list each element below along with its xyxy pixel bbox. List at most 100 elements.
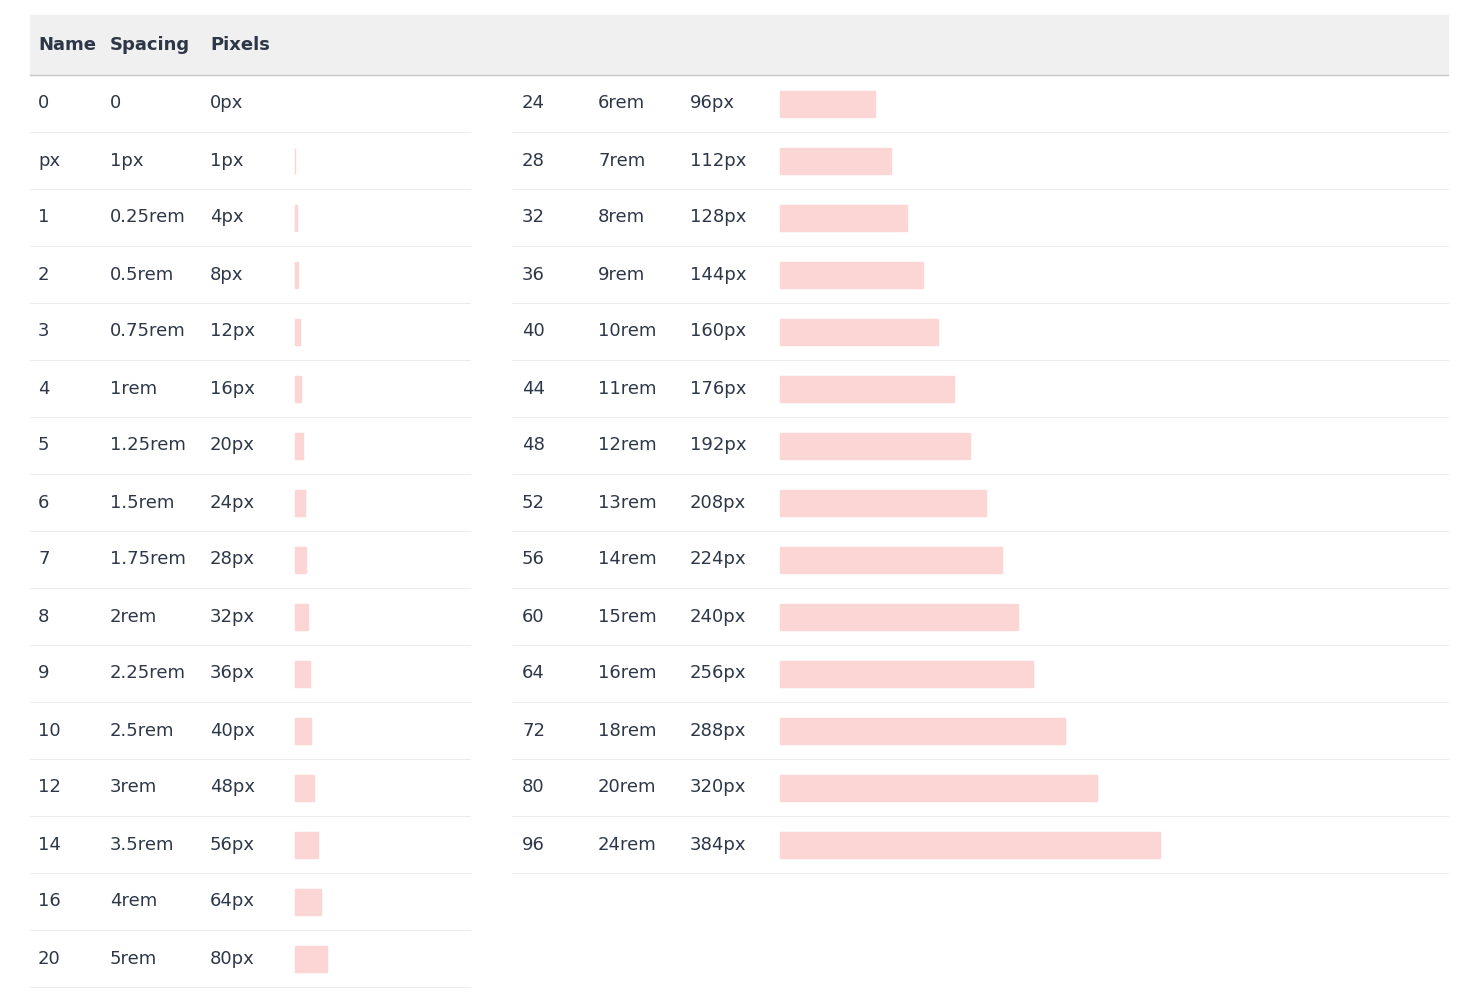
Text: 160px: 160px [690,322,746,340]
Text: 18rem: 18rem [599,722,656,740]
Text: 176px: 176px [690,379,746,397]
Bar [296,205,297,231]
Text: 1px: 1px [109,151,143,169]
Bar [296,318,300,344]
Text: 5rem: 5rem [109,950,157,968]
Text: 80px: 80px [210,950,254,968]
Text: 24px: 24px [210,493,256,512]
Text: 0.25rem: 0.25rem [109,209,186,227]
Bar [296,946,327,972]
Text: 9: 9 [38,664,49,682]
Bar [780,375,955,401]
Bar [296,489,304,516]
Text: 8px: 8px [210,265,244,284]
Bar [296,261,299,288]
Text: 2: 2 [38,265,49,284]
Text: 13rem: 13rem [599,493,656,512]
Text: 12px: 12px [210,322,256,340]
Text: 28: 28 [522,151,545,169]
Bar [780,489,986,516]
Text: 144px: 144px [690,265,746,284]
Bar [780,261,922,288]
Bar [780,660,1033,686]
Text: 44: 44 [522,379,545,397]
Text: 5: 5 [38,436,49,454]
Bar [296,774,315,800]
Bar [296,603,307,630]
Text: 384px: 384px [690,836,746,854]
Text: 16rem: 16rem [599,664,656,682]
Text: 80: 80 [522,778,544,796]
Bar [780,147,891,174]
Text: 6: 6 [38,493,49,512]
Bar [780,318,939,344]
Text: 2.5rem: 2.5rem [109,722,174,740]
Text: 0.5rem: 0.5rem [109,265,174,284]
Text: 224px: 224px [690,550,746,568]
Text: px: px [38,151,61,169]
Text: 24: 24 [522,95,545,112]
Text: 1rem: 1rem [109,379,157,397]
Text: 60: 60 [522,607,544,626]
Text: 0px: 0px [210,95,244,112]
Bar [780,546,1002,572]
Bar [296,375,302,401]
Bar [296,432,303,458]
Text: 64px: 64px [210,892,256,910]
Text: 3rem: 3rem [109,778,157,796]
Text: 40: 40 [522,322,545,340]
Text: 36: 36 [522,265,545,284]
Bar [780,91,875,116]
Text: 2rem: 2rem [109,607,157,626]
Text: 4rem: 4rem [109,892,157,910]
Text: 12: 12 [38,778,61,796]
Text: 4: 4 [38,379,49,397]
Text: 208px: 208px [690,493,746,512]
Text: 16px: 16px [210,379,254,397]
Text: 288px: 288px [690,722,746,740]
Text: 40px: 40px [210,722,254,740]
Text: 1.25rem: 1.25rem [109,436,186,454]
Text: 96px: 96px [690,95,735,112]
Text: 9rem: 9rem [599,265,646,284]
Text: 24rem: 24rem [599,836,656,854]
Bar [780,432,970,458]
Bar [780,603,1017,630]
Text: 15rem: 15rem [599,607,656,626]
Text: Pixels: Pixels [210,36,270,54]
Text: 96: 96 [522,836,545,854]
Bar [296,718,312,744]
Text: 128px: 128px [690,209,746,227]
Text: 14: 14 [38,836,61,854]
Text: Name: Name [38,36,96,54]
Text: 1.75rem: 1.75rem [109,550,186,568]
Text: 16: 16 [38,892,61,910]
Text: 11rem: 11rem [599,379,656,397]
Text: 32px: 32px [210,607,256,626]
Text: 1px: 1px [210,151,244,169]
Text: 72: 72 [522,722,545,740]
Bar [780,205,906,231]
Text: 0: 0 [109,95,121,112]
Text: 56px: 56px [210,836,256,854]
Text: 20: 20 [38,950,61,968]
Text: Spacing: Spacing [109,36,191,54]
Text: 32: 32 [522,209,545,227]
Text: 64: 64 [522,664,545,682]
Bar [30,15,1448,75]
Bar [296,888,321,914]
Text: 256px: 256px [690,664,746,682]
Text: 240px: 240px [690,607,746,626]
Text: 7: 7 [38,550,49,568]
Bar [780,718,1066,744]
Text: 3.5rem: 3.5rem [109,836,174,854]
Text: 320px: 320px [690,778,746,796]
Bar [296,546,306,572]
Text: 0: 0 [38,95,49,112]
Text: 2.25rem: 2.25rem [109,664,186,682]
Bar [296,832,318,857]
Text: 52: 52 [522,493,545,512]
Text: 8rem: 8rem [599,209,644,227]
Text: 10: 10 [38,722,61,740]
Bar [296,660,309,686]
